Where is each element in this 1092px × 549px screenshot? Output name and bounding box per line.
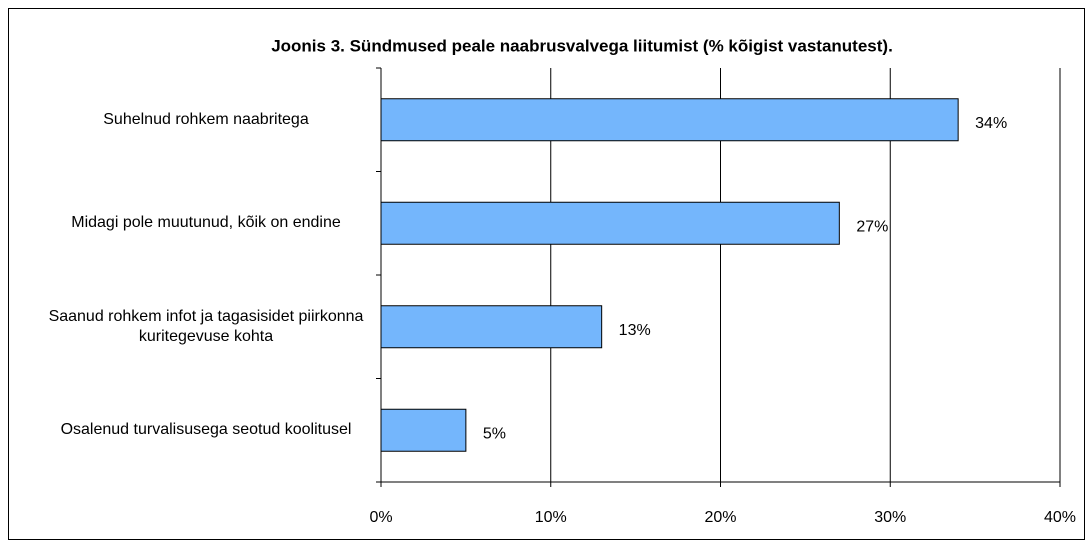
value-label: 27% <box>856 218 888 235</box>
value-label: 5% <box>483 425 506 442</box>
x-tick-label: 10% <box>535 509 567 526</box>
chart-title: Joonis 3. Sündmused peale naabrusvalvega… <box>271 36 893 55</box>
y-tick-label: Midagi pole muutunud, kõik on endine <box>71 214 341 232</box>
x-tick-label: 40% <box>1044 509 1076 526</box>
chart-border <box>8 8 1085 540</box>
x-tick-label: 20% <box>704 509 736 526</box>
bar <box>380 98 959 142</box>
bar <box>380 201 840 245</box>
bar <box>380 408 467 452</box>
x-tick-label: 0% <box>369 509 392 526</box>
y-tick-label: Suhelnud rohkem naabritega <box>103 110 309 128</box>
value-label: 34% <box>975 115 1007 132</box>
bar <box>380 305 603 349</box>
x-tick-label: 30% <box>874 509 906 526</box>
value-label: 13% <box>619 322 651 339</box>
y-tick-label: Saanud rohkem infot ja tagasisidet piirk… <box>48 307 364 345</box>
y-tick-label: Osalenud turvalisusega seotud koolitusel <box>60 421 352 439</box>
